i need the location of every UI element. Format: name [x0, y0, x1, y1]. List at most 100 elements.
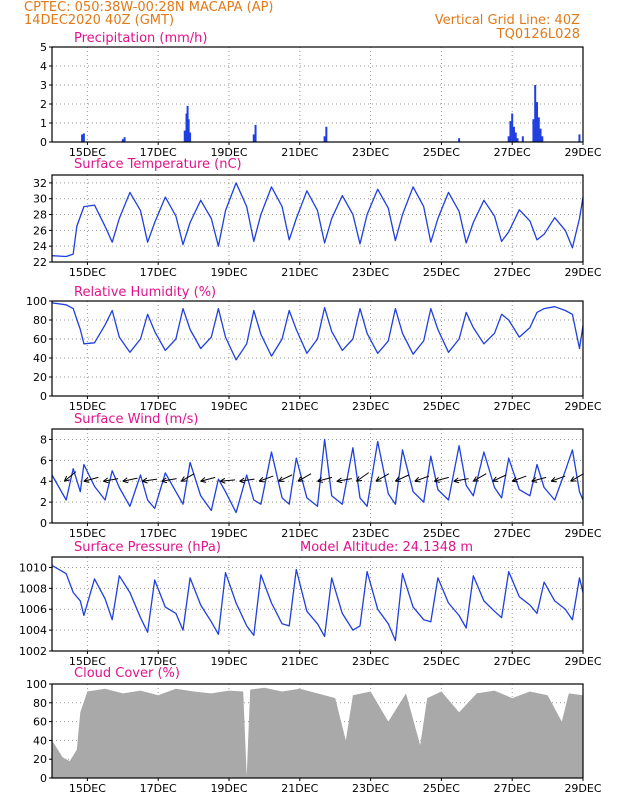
precipitation-bar: [508, 136, 510, 142]
humidity-ytick-label: 60: [33, 333, 47, 346]
temperature-xtick-label: 15DEC: [69, 266, 106, 279]
temperature-xtick-label: 23DEC: [352, 266, 389, 279]
wind-ytick-label: 8: [40, 433, 47, 446]
temperature-ytick-label: 24: [33, 240, 47, 253]
precipitation-xtick-label: 29DEC: [564, 146, 601, 159]
precipitation-bar: [184, 131, 186, 142]
cloud-cover-xtick-label: 15DEC: [69, 782, 106, 795]
precipitation-xtick-label: 27DEC: [494, 146, 531, 159]
precipitation-bar: [541, 136, 543, 142]
humidity-xtick-label: 29DEC: [564, 400, 601, 413]
humidity-ytick-label: 20: [33, 371, 47, 384]
pressure-ytick-label: 1010: [19, 561, 47, 574]
wind-ytick-label: 6: [40, 454, 47, 467]
cloud-cover-xtick-label: 21DEC: [281, 782, 318, 795]
wind-xtick-label: 29DEC: [564, 527, 601, 540]
wind-xtick-label: 25DEC: [423, 527, 460, 540]
cloud-cover-xtick-label: 17DEC: [140, 782, 177, 795]
precipitation-bar: [536, 102, 538, 142]
precipitation-ytick-label: 3: [40, 79, 47, 92]
humidity-xtick-label: 21DEC: [281, 400, 318, 413]
wind-xtick-label: 27DEC: [494, 527, 531, 540]
cloud-cover-ytick-label: 40: [33, 734, 47, 747]
precipitation-bar: [325, 127, 327, 142]
precipitation-bar: [81, 134, 83, 142]
humidity-xtick-label: 23DEC: [352, 400, 389, 413]
wind-title: Surface Wind (m/s): [74, 412, 198, 427]
temperature-xtick-label: 21DEC: [281, 266, 318, 279]
pressure-ytick-label: 1004: [19, 624, 47, 637]
cloud-cover-ytick-label: 60: [33, 716, 47, 729]
temperature-ytick-label: 30: [33, 193, 47, 206]
cloud-cover-title: Cloud Cover (%): [74, 666, 180, 681]
cloud-cover-ytick-label: 0: [40, 772, 47, 785]
header-model: TQ0126L028: [496, 27, 580, 42]
precipitation-bar: [540, 129, 542, 142]
wind-xtick-label: 17DEC: [140, 527, 177, 540]
pressure-xtick-label: 19DEC: [210, 655, 247, 668]
humidity-xtick-label: 25DEC: [423, 400, 460, 413]
cloud-cover-ytick-label: 100: [26, 678, 47, 691]
cloud-cover-xtick-label: 25DEC: [423, 782, 460, 795]
precipitation-bar: [532, 119, 534, 142]
temperature-ytick-label: 22: [33, 256, 47, 269]
wind-xtick-label: 15DEC: [69, 527, 106, 540]
precipitation-xtick-label: 21DEC: [281, 146, 318, 159]
temperature-title: Surface Temperature (nC): [74, 157, 242, 172]
header-datetime: 14DEC2020 40Z (GMT): [24, 13, 174, 28]
precipitation-bar: [83, 133, 85, 142]
cloud-cover-xtick-label: 29DEC: [564, 782, 601, 795]
precipitation-bar: [255, 125, 257, 142]
temperature-xtick-label: 29DEC: [564, 266, 601, 279]
humidity-xtick-label: 27DEC: [494, 400, 531, 413]
humidity-ytick-label: 80: [33, 314, 47, 327]
precipitation-ytick-label: 4: [40, 60, 47, 73]
cloud-cover-area: [52, 688, 583, 778]
precipitation-bar: [513, 127, 515, 142]
humidity-ytick-label: 0: [40, 390, 47, 403]
temperature-xtick-label: 25DEC: [423, 266, 460, 279]
wind-ytick-label: 0: [40, 517, 47, 530]
pressure-ytick-label: 1006: [19, 603, 47, 616]
pressure-annotation: Model Altitude: 24.1348 m: [300, 540, 473, 555]
precipitation-bar: [124, 137, 126, 142]
cloud-cover-ytick-label: 80: [33, 697, 47, 710]
wind-xtick-label: 21DEC: [281, 527, 318, 540]
humidity-title: Relative Humidity (%): [74, 285, 216, 300]
precipitation-bar: [509, 121, 511, 142]
cloud-cover-xtick-label: 27DEC: [494, 782, 531, 795]
precipitation-bar: [324, 136, 326, 142]
pressure-xtick-label: 27DEC: [494, 655, 531, 668]
precipitation-bar: [522, 136, 524, 142]
precipitation-bar: [511, 114, 513, 143]
temperature-xtick-label: 17DEC: [140, 266, 177, 279]
temperature-xtick-label: 19DEC: [210, 266, 247, 279]
header-grid-line: Vertical Grid Line: 40Z: [435, 13, 580, 28]
temperature-ytick-label: 26: [33, 224, 47, 237]
wind-ytick-label: 2: [40, 496, 47, 509]
precipitation-ytick-label: 5: [40, 41, 47, 54]
wind-xtick-label: 19DEC: [210, 527, 247, 540]
precipitation-xtick-label: 25DEC: [423, 146, 460, 159]
humidity-ytick-label: 40: [33, 352, 47, 365]
pressure-ytick-label: 1002: [19, 645, 47, 658]
cloud-cover-ytick-label: 20: [33, 753, 47, 766]
pressure-ytick-label: 1008: [19, 582, 47, 595]
pressure-xtick-label: 25DEC: [423, 655, 460, 668]
humidity-ytick-label: 100: [26, 295, 47, 308]
wind-xtick-label: 23DEC: [352, 527, 389, 540]
precipitation-ytick-label: 2: [40, 98, 47, 111]
precipitation-ytick-label: 0: [40, 136, 47, 149]
cloud-cover-xtick-label: 19DEC: [210, 782, 247, 795]
cloud-cover-xtick-label: 23DEC: [352, 782, 389, 795]
pressure-xtick-label: 21DEC: [281, 655, 318, 668]
precipitation-bar: [253, 134, 255, 142]
pressure-title: Surface Pressure (hPa): [74, 540, 221, 555]
temperature-ytick-label: 32: [33, 177, 47, 190]
temperature-ytick-label: 28: [33, 209, 47, 222]
precipitation-bar: [538, 117, 540, 142]
precipitation-bar: [534, 85, 536, 142]
pressure-xtick-label: 23DEC: [352, 655, 389, 668]
precipitation-bar: [189, 133, 191, 143]
